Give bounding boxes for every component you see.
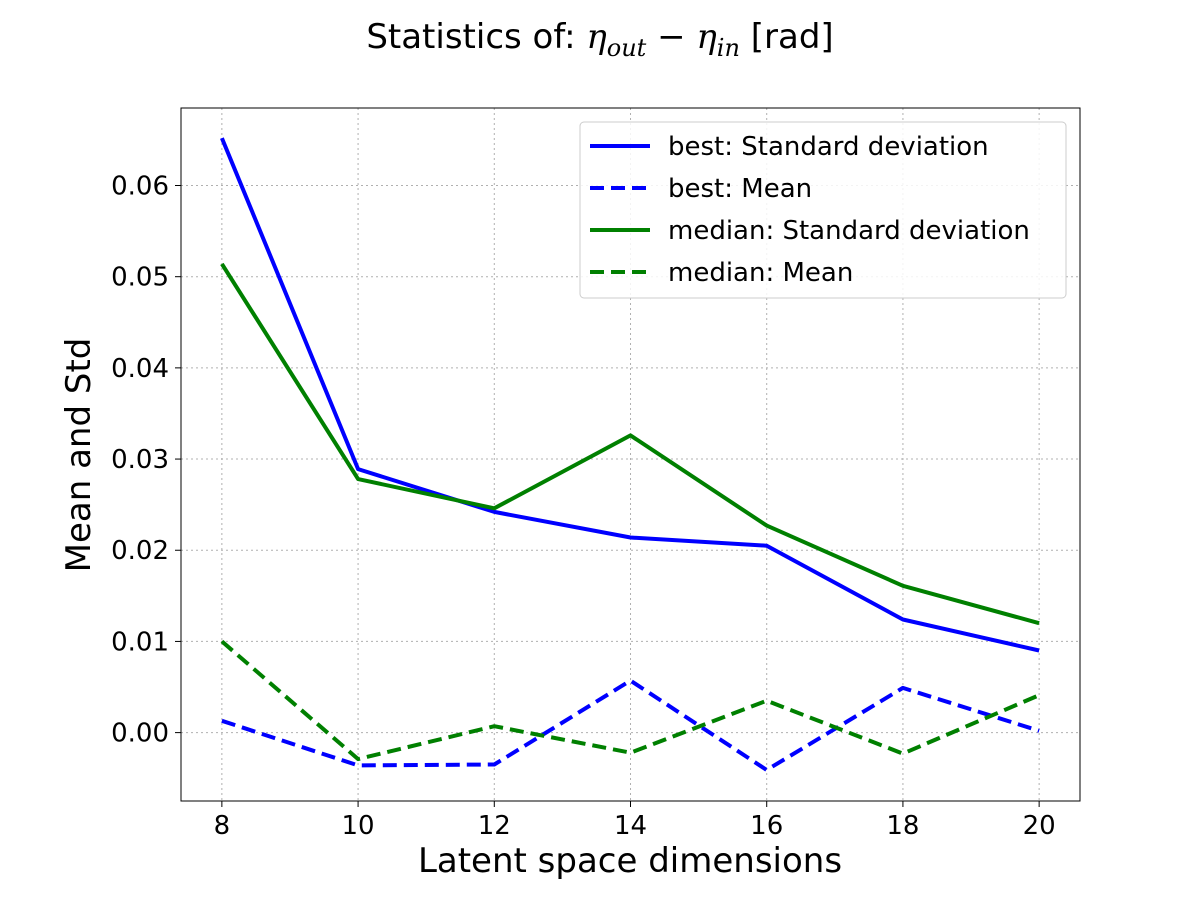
series-lines: [220, 137, 1040, 772]
y-tick-label: 0.04: [111, 354, 169, 384]
x-tick-label: 16: [750, 811, 783, 841]
y-tick-label: 0.01: [111, 627, 169, 657]
chart-title-minus: −: [646, 17, 696, 57]
x-tick-label: 10: [342, 811, 375, 841]
y-tick-label: 0.03: [111, 445, 169, 475]
y-tick-label: 0.06: [111, 172, 169, 202]
chart-title-eta-out: η: [586, 17, 607, 57]
legend-box: [579, 121, 1067, 299]
legend-label: median: Standard deviation: [668, 216, 1030, 246]
legend-label: best: Mean: [668, 174, 812, 204]
chart-title-eta-in: η: [696, 17, 717, 57]
x-tick-label: 14: [614, 811, 647, 841]
chart-title: Statistics of: ηout − ηin [rad]: [366, 17, 833, 62]
series-line-3: [220, 262, 1040, 626]
legend-label: median: Mean: [668, 258, 853, 288]
x-axis-ticks: 8 10 12 14 16 18 20: [214, 801, 1056, 841]
chart-title-suffix: [rad]: [740, 17, 834, 57]
legend-label: best: Standard deviation: [668, 132, 989, 162]
x-tick-label: 8: [214, 811, 231, 841]
y-axis-ticks: 0.00 0.01 0.02 0.03 0.04 0.05 0.06: [111, 172, 181, 749]
series-line-1: [220, 137, 1040, 653]
x-tick-label: 20: [1023, 811, 1056, 841]
series-line-4: [220, 639, 1040, 762]
x-tick-label: 12: [478, 811, 511, 841]
x-tick-label: 18: [886, 811, 919, 841]
x-axis-label: Latent space dimensions: [418, 841, 842, 881]
y-tick-label: 0.02: [111, 536, 169, 566]
series-line-2: [221, 678, 1040, 772]
legend: best: Standard deviation best: Mean median…: [579, 121, 1067, 299]
chart-title-subscript-out: out: [607, 34, 647, 62]
chart-title-subscript-in: in: [717, 34, 740, 62]
y-axis-label: Mean and Std: [59, 338, 99, 573]
y-tick-label: 0.00: [111, 719, 169, 749]
chart-title-prefix: Statistics of:: [366, 17, 586, 57]
y-tick-label: 0.05: [111, 263, 169, 293]
